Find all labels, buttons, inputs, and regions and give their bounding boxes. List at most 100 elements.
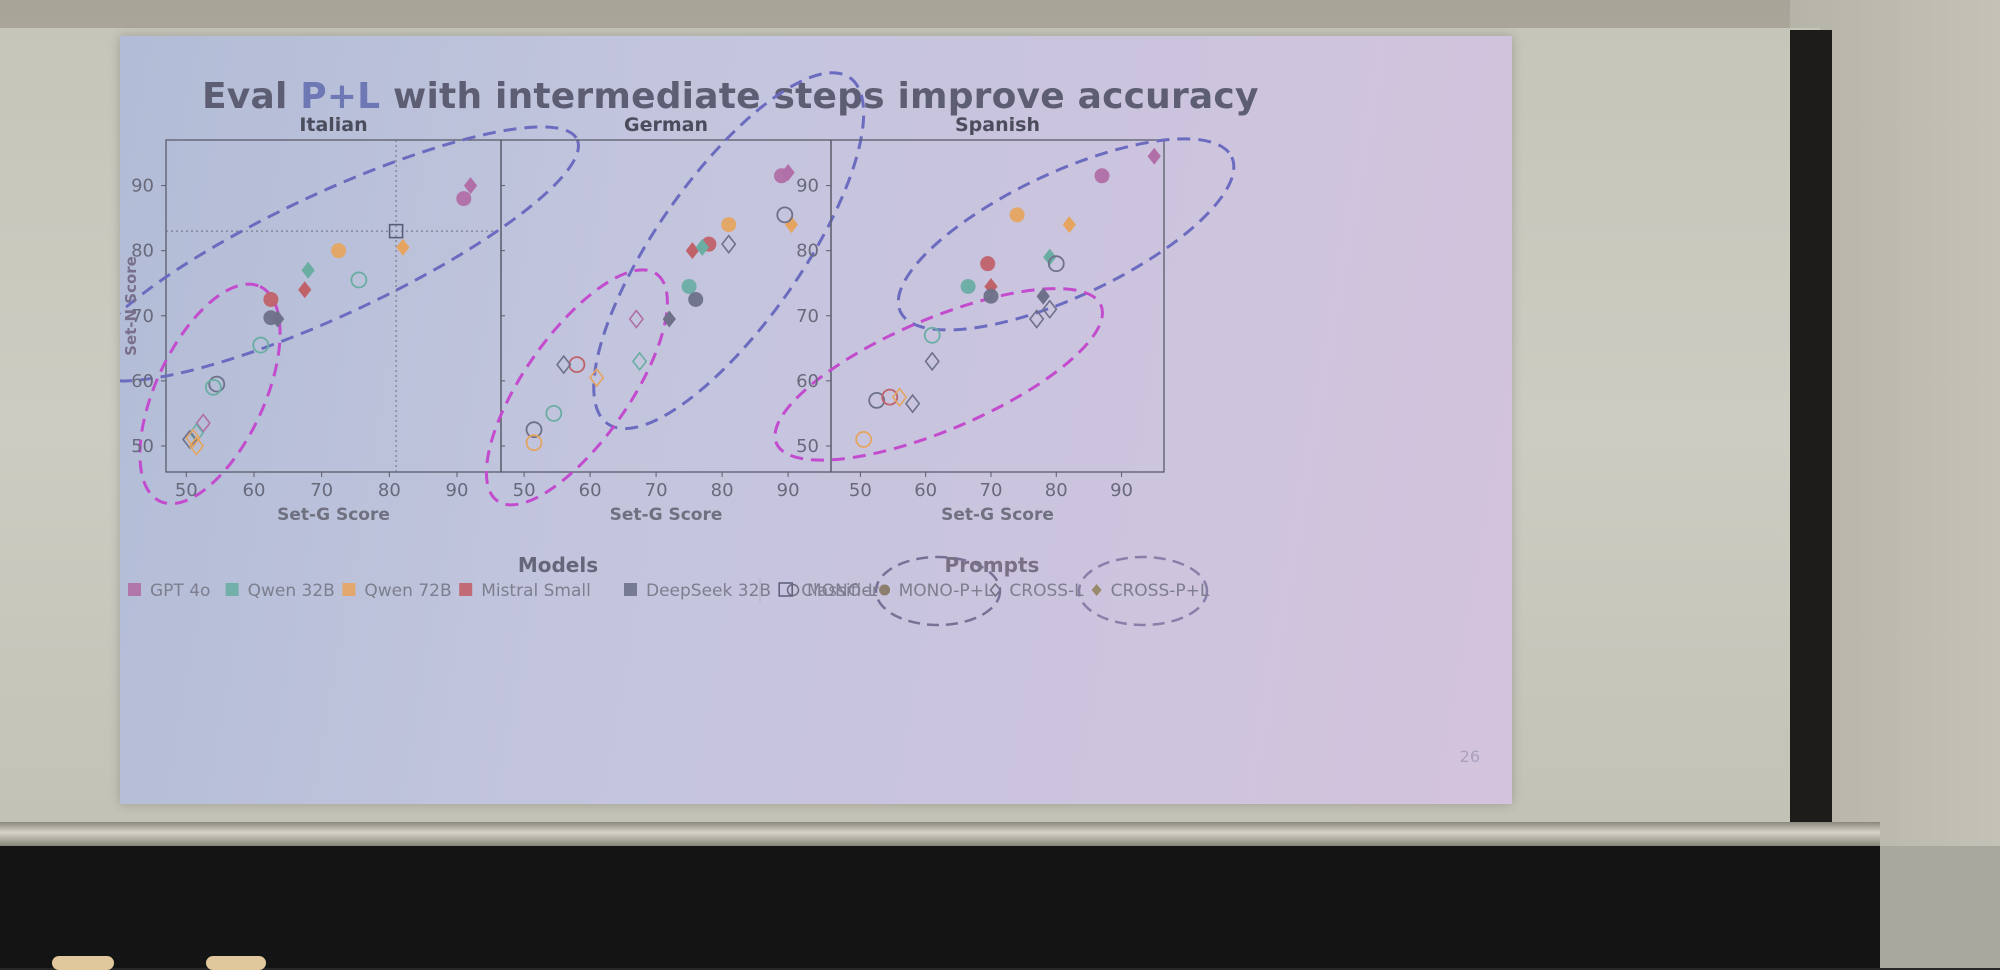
legend-prompt-label-mono-l: MONO-L xyxy=(807,581,878,601)
x-tick-label: 80 xyxy=(1045,480,1068,501)
y-tick-label: 50 xyxy=(131,436,154,457)
x-axis-label: Set-G Score xyxy=(610,505,723,525)
page-number: 26 xyxy=(1459,747,1480,766)
point-qwen-72b-cross-l xyxy=(188,436,205,456)
point-qwen-32b-mono-p-l xyxy=(681,278,697,294)
legend-marker-mono-l xyxy=(786,583,800,597)
point-qwen-72b-cross-p-l xyxy=(784,216,799,234)
legend-prompt-label-mono-p-l: MONO-P+L xyxy=(899,581,994,601)
point-qwen-72b-cross-l xyxy=(891,387,908,407)
point-gpt-4o-mono-p-l xyxy=(1094,168,1110,184)
point-deepseek-32b-cross-l xyxy=(1042,299,1058,320)
y-tick-label: 50 xyxy=(796,436,819,457)
point-gpt-4o-cross-l xyxy=(628,309,644,329)
y-tick-label: 60 xyxy=(131,371,154,392)
x-tick-label: 60 xyxy=(914,480,937,501)
legend-prompts-title: Prompts xyxy=(945,553,1040,577)
point-mistral-small-mono-l xyxy=(881,388,899,406)
point-gpt-4o-cross-p-l xyxy=(1147,147,1161,165)
x-axis-label: Set-G Score xyxy=(277,505,390,525)
title-suffix: with intermediate steps improve accuracy xyxy=(380,76,1259,117)
point-mistral-small-mono-p-l xyxy=(980,256,996,272)
y-tick-label: 90 xyxy=(131,176,154,197)
panel-italian xyxy=(120,125,580,506)
panel-frame xyxy=(165,139,502,473)
point-gpt-4o-cross-l xyxy=(195,413,211,433)
point-qwen-72b-cross-p-l xyxy=(396,238,410,256)
title-prefix: Eval xyxy=(202,76,301,117)
point-deepseek-32b-cross-p-l xyxy=(271,310,285,328)
point-deepseek-32b-mono-l xyxy=(776,206,794,224)
x-tick-label: 70 xyxy=(645,480,668,501)
point-qwen-72b-mono-p-l xyxy=(721,217,737,233)
point-gpt-4o-mono-p-l xyxy=(456,191,472,207)
panel-frame xyxy=(830,139,1165,473)
legend-swatch-mistral-small xyxy=(459,583,473,596)
point-qwen-72b-mono-l xyxy=(525,434,543,452)
point-qwen-32b-mono-l xyxy=(252,336,270,354)
point-qwen-72b-cross-p-l xyxy=(1062,216,1076,234)
chalk-piece xyxy=(52,956,114,970)
x-tick-label: 50 xyxy=(175,480,198,501)
legend xyxy=(128,555,1209,627)
point-mistral-small-cross-p-l xyxy=(298,281,312,299)
point-deepseek-32b-cross-p-l xyxy=(662,310,676,328)
point-deepseek-32b-mono-p-l xyxy=(983,288,999,304)
legend-label-qwen-32b: Qwen 32B xyxy=(248,581,335,601)
legend-highlight-cross-p-l xyxy=(1077,555,1209,627)
legend-prompt-label-cross-p-l: CROSS-P+L xyxy=(1111,581,1210,601)
point-qwen-72b-mono-p-l xyxy=(1009,207,1025,223)
x-tick-label: 70 xyxy=(980,480,1003,501)
point-classifier xyxy=(388,223,404,239)
point-qwen-32b-cross-p-l xyxy=(1043,248,1057,266)
chalkboard xyxy=(0,846,1880,968)
legend-swatch-qwen-32b xyxy=(225,583,239,596)
point-gpt-4o-cross-p-l xyxy=(781,164,795,182)
legend-label-gpt-4o: GPT 4o xyxy=(150,581,210,601)
chalk-piece xyxy=(206,956,266,970)
point-deepseek-32b-cross-l xyxy=(182,429,198,450)
legend-swatch-qwen-72b xyxy=(342,583,356,596)
title-highlight: P+L xyxy=(300,76,381,117)
legend-marker-cross-p-l xyxy=(1091,584,1102,596)
point-qwen-32b-mono-l xyxy=(350,271,368,289)
x-tick-label: 70 xyxy=(310,480,333,501)
x-tick-label: 50 xyxy=(513,480,536,501)
board-rail xyxy=(0,822,1880,848)
slide: Eval P+L with intermediate steps improve… xyxy=(120,36,1512,804)
cluster-ellipse-l xyxy=(138,282,282,506)
point-deepseek-32b-cross-l xyxy=(721,234,737,254)
y-tick-label: 60 xyxy=(796,371,819,392)
screen-edge xyxy=(1790,30,1832,830)
point-qwen-32b-cross-l xyxy=(631,351,648,372)
cluster-ellipse-p-l xyxy=(592,71,866,431)
legend-marker-mono-p-l xyxy=(879,584,891,596)
point-mistral-small-cross-p-l xyxy=(685,242,700,260)
wall-lower-right xyxy=(1880,846,2000,968)
legend-label-mistral-small: Mistral Small xyxy=(481,581,591,601)
point-qwen-32b-mono-l xyxy=(204,378,222,396)
legend-models-title: Models xyxy=(518,553,598,577)
point-qwen-72b-mono-p-l xyxy=(331,243,347,259)
point-mistral-small-mono-l xyxy=(568,356,586,373)
legend-label-deepseek-32b: DeepSeek 32B xyxy=(646,581,771,601)
point-deepseek-32b-cross-p-l xyxy=(1036,287,1050,305)
point-deepseek-32b-cross-l xyxy=(1029,309,1045,329)
cluster-ellipse-l xyxy=(484,268,669,507)
point-qwen-72b-cross-l xyxy=(589,367,605,388)
legend-label-classifier: Classifier xyxy=(801,581,879,601)
point-qwen-72b-cross-l xyxy=(185,428,201,448)
point-deepseek-32b-mono-l xyxy=(868,391,886,409)
point-deepseek-32b-mono-l xyxy=(525,421,543,439)
x-tick-label: 90 xyxy=(446,480,469,501)
x-tick-label: 90 xyxy=(777,480,800,501)
point-qwen-72b-mono-l xyxy=(855,431,873,448)
legend-highlight-mono-p-l xyxy=(874,555,1002,627)
point-qwen-32b-cross-p-l xyxy=(695,238,709,256)
x-tick-label: 50 xyxy=(849,480,872,501)
slide-title: Eval P+L with intermediate steps improve… xyxy=(202,76,1259,117)
y-tick-label: 70 xyxy=(796,306,819,327)
legend-swatch-classifier xyxy=(778,582,793,597)
cluster-ellipse-l xyxy=(773,287,1104,462)
x-tick-label: 80 xyxy=(378,480,401,501)
